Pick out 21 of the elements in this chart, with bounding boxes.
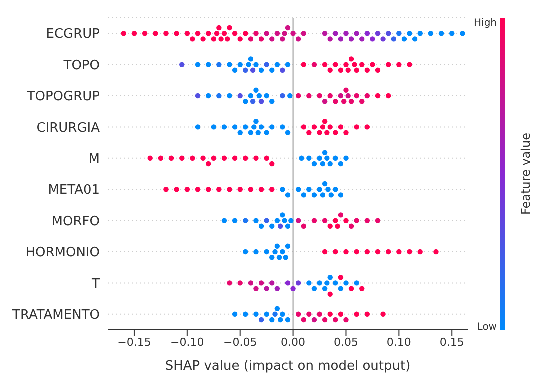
y-tick-label: M: [88, 152, 100, 168]
x-tick-label: −0.15: [118, 336, 152, 349]
x-tick-label: −0.05: [223, 336, 258, 349]
y-tick-label: MORFO: [52, 214, 100, 230]
y-tick-label: TRATAMENTO: [12, 308, 100, 324]
y-tick-label: ECGRUP: [46, 27, 100, 42]
x-axis-title: SHAP value (impact on model output): [165, 359, 411, 374]
y-tick-label: CIRURGIA: [36, 120, 100, 136]
x-tick-label: 0.15: [440, 336, 464, 349]
text: High: [474, 18, 497, 29]
y-tick-label: TOPOGRUP: [26, 90, 100, 105]
y-tick-label: TOPO: [62, 58, 100, 74]
x-tick-label: 0.05: [334, 336, 358, 349]
x-tick-label: 0.10: [386, 336, 412, 349]
y-tick-label: META01: [48, 183, 100, 198]
y-tick-label: T: [91, 276, 100, 292]
x-tick-label: 0.00: [281, 336, 306, 349]
text: Low: [477, 322, 497, 333]
color-bar-title: Feature value: [519, 133, 533, 215]
x-tick-label: −0.10: [170, 336, 204, 349]
y-tick-label: HORMONIO: [26, 246, 100, 261]
